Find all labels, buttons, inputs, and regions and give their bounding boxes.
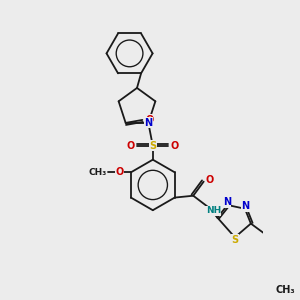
Text: N: N [223, 197, 231, 207]
Text: O: O [127, 141, 135, 151]
Text: CH₃: CH₃ [88, 168, 106, 177]
Text: O: O [116, 167, 124, 177]
Text: S: S [149, 141, 156, 151]
Text: N: N [242, 201, 250, 211]
Text: O: O [171, 141, 179, 151]
Text: S: S [231, 235, 239, 245]
Text: CH₃: CH₃ [276, 285, 295, 295]
Text: NH: NH [206, 206, 221, 215]
Text: N: N [144, 118, 152, 128]
Text: O: O [206, 175, 214, 185]
Text: O: O [146, 115, 154, 125]
